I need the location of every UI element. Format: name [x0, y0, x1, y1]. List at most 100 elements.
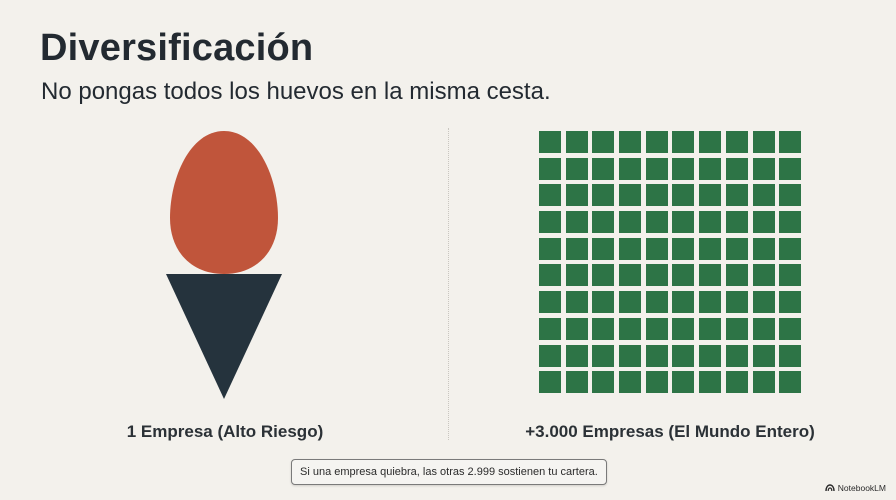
company-square — [645, 344, 668, 367]
company-square — [725, 371, 748, 394]
company-square — [779, 291, 802, 314]
company-square — [645, 291, 668, 314]
company-square — [619, 344, 642, 367]
page-subtitle: No pongas todos los huevos en la misma c… — [41, 78, 551, 105]
brand-watermark: NotebookLM — [825, 483, 886, 493]
company-square — [672, 131, 695, 153]
divider-line — [448, 128, 449, 440]
company-square — [672, 291, 695, 314]
company-square — [539, 371, 561, 394]
company-square — [539, 344, 561, 367]
company-square — [699, 237, 722, 260]
company-square — [592, 264, 615, 287]
company-square — [565, 291, 588, 314]
company-square — [752, 211, 775, 234]
page-title: Diversificación — [40, 27, 314, 69]
brand-label: NotebookLM — [837, 483, 886, 493]
company-square — [645, 157, 668, 180]
company-square — [645, 131, 668, 153]
company-square — [565, 317, 588, 340]
company-square — [592, 291, 615, 314]
company-square — [619, 157, 642, 180]
company-square — [565, 211, 588, 234]
company-square — [565, 371, 588, 394]
notebooklm-logo-icon — [825, 484, 835, 492]
company-square — [539, 237, 561, 260]
company-square — [565, 264, 588, 287]
company-square — [779, 371, 802, 394]
company-square — [779, 184, 802, 207]
company-square — [565, 157, 588, 180]
company-square — [725, 264, 748, 287]
company-square — [539, 291, 561, 314]
company-square — [592, 371, 615, 394]
company-square — [699, 344, 722, 367]
company-square — [619, 371, 642, 394]
company-square — [672, 344, 695, 367]
company-square — [592, 211, 615, 234]
company-square — [672, 371, 695, 394]
company-square — [752, 291, 775, 314]
company-square — [672, 157, 695, 180]
company-square — [539, 211, 561, 234]
egg-on-cone-icon — [160, 128, 290, 408]
company-square — [645, 371, 668, 394]
company-square — [779, 317, 802, 340]
company-square — [645, 184, 668, 207]
company-square — [619, 237, 642, 260]
company-square — [645, 264, 668, 287]
company-square — [725, 237, 748, 260]
company-square — [619, 317, 642, 340]
company-square — [592, 317, 615, 340]
company-square — [699, 317, 722, 340]
company-square — [699, 264, 722, 287]
company-square — [699, 291, 722, 314]
company-square — [779, 344, 802, 367]
caption-box: Si una empresa quiebra, las otras 2.999 … — [291, 459, 607, 485]
company-square — [752, 317, 775, 340]
company-square — [779, 131, 802, 153]
company-square — [725, 184, 748, 207]
company-square — [752, 131, 775, 153]
company-square — [699, 131, 722, 153]
company-square — [619, 291, 642, 314]
company-square — [725, 317, 748, 340]
company-square — [699, 184, 722, 207]
company-square — [619, 264, 642, 287]
company-square — [779, 211, 802, 234]
company-square — [752, 157, 775, 180]
company-square — [619, 211, 642, 234]
company-square — [619, 131, 642, 153]
company-square — [699, 371, 722, 394]
company-square — [592, 157, 615, 180]
company-square — [699, 211, 722, 234]
company-square — [672, 264, 695, 287]
company-square — [752, 264, 775, 287]
company-square — [539, 184, 561, 207]
company-square — [565, 344, 588, 367]
company-square — [565, 184, 588, 207]
company-square — [752, 237, 775, 260]
company-square — [699, 157, 722, 180]
company-square — [672, 211, 695, 234]
company-square — [592, 237, 615, 260]
company-square — [752, 371, 775, 394]
company-square — [672, 237, 695, 260]
company-grid — [539, 131, 802, 394]
company-square — [619, 184, 642, 207]
company-square — [779, 264, 802, 287]
cone-shape — [166, 274, 282, 399]
world-companies-label: +3.000 Empresas (El Mundo Entero) — [525, 422, 815, 441]
company-square — [565, 237, 588, 260]
company-square — [779, 237, 802, 260]
company-square — [645, 211, 668, 234]
company-square — [672, 184, 695, 207]
company-square — [539, 317, 561, 340]
company-square — [645, 317, 668, 340]
company-square — [725, 211, 748, 234]
company-square — [725, 291, 748, 314]
company-square — [539, 157, 561, 180]
company-square — [725, 157, 748, 180]
company-square — [752, 184, 775, 207]
company-square — [645, 237, 668, 260]
